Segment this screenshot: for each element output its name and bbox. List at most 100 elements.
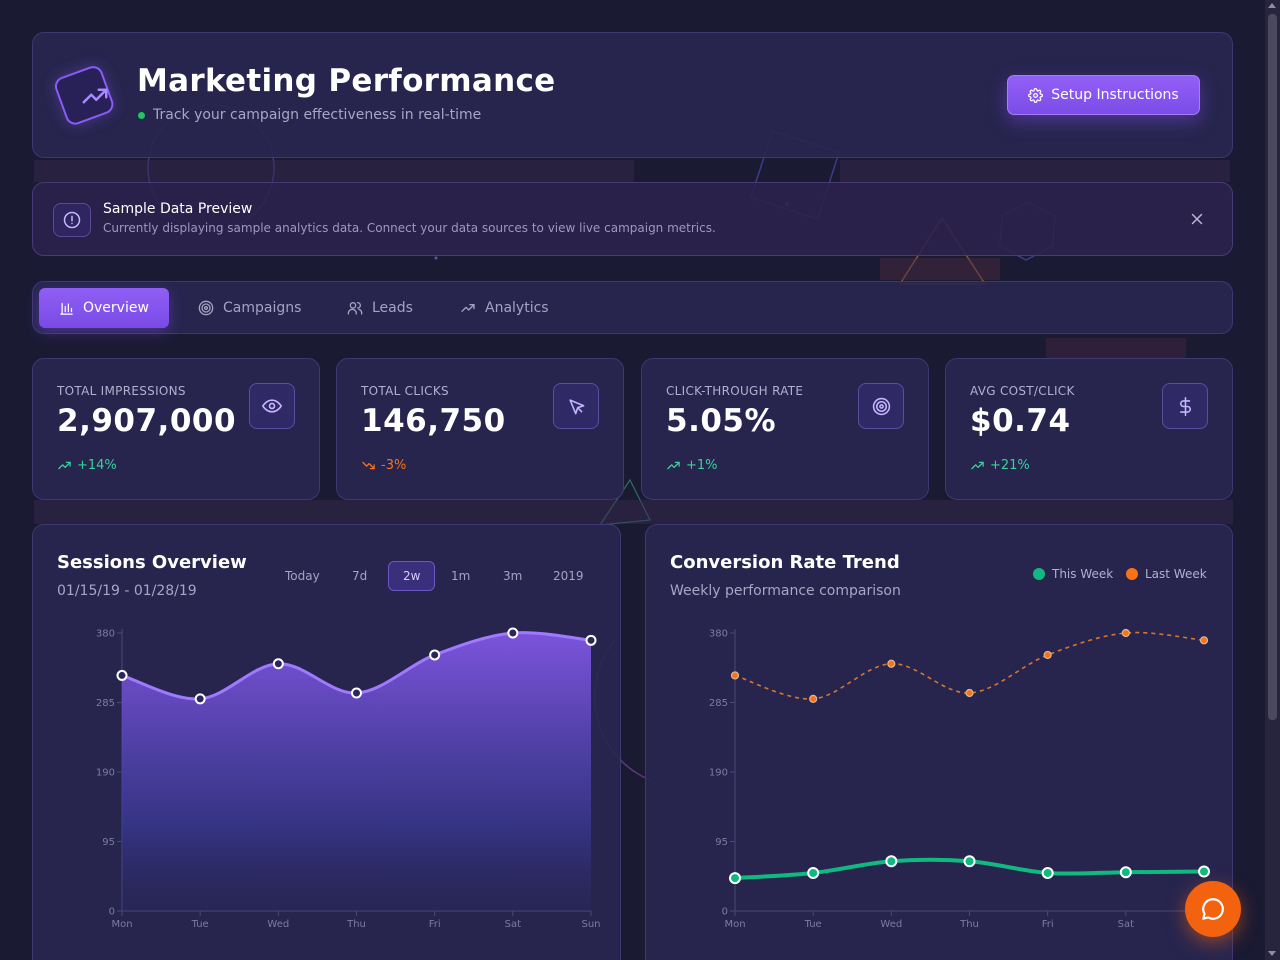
- trending-up-icon: [82, 88, 108, 104]
- bar-chart-icon: [60, 302, 73, 315]
- date-range: 01/15/19 - 01/28/19: [57, 583, 197, 599]
- setup-instructions-button[interactable]: Setup Instructions: [1007, 75, 1200, 115]
- range-3m-button[interactable]: 3m: [503, 569, 523, 583]
- last-week-data-point: [1199, 636, 1209, 645]
- stat-label: AVG COST/CLICK: [970, 384, 1075, 398]
- sample-data-notice: Sample Data Preview Currently displaying…: [32, 182, 1233, 256]
- stat-value: 5.05%: [666, 403, 777, 439]
- conversion-y-tick-label: 0: [722, 907, 728, 918]
- alert-circle-icon: [63, 211, 81, 229]
- stat-label: TOTAL IMPRESSIONS: [57, 384, 186, 398]
- sessions-chart: 0 95 190 285 380 Mon Tue Wed Thu Fri Sat Sun: [96, 627, 601, 930]
- stat-value: $0.74: [970, 403, 1071, 439]
- eye-icon: [262, 399, 282, 413]
- sessions-y-tick-label: 0: [109, 907, 115, 918]
- last-week-data-point: [1121, 628, 1130, 638]
- tab-leads[interactable]: Leads: [327, 288, 433, 328]
- chart-subtitle: Weekly performance comparison: [670, 583, 901, 599]
- sessions-y-tick-label: 190: [96, 768, 115, 779]
- stat-delta-value: +21%: [990, 458, 1030, 473]
- notice-text: Currently displaying sample analytics da…: [103, 221, 716, 235]
- tab-analytics-label: Analytics: [485, 300, 549, 316]
- conversion-x-tick-label: Wed: [880, 919, 902, 930]
- range-7d-button[interactable]: 7d: [352, 569, 368, 583]
- stat-delta: -3%: [361, 458, 406, 473]
- sessions-data-point: [272, 658, 284, 670]
- tab-analytics[interactable]: Analytics: [440, 288, 569, 328]
- stat-value: 146,750: [361, 403, 506, 439]
- conversion-trend-card: Conversion Rate Trend Weekly performance…: [645, 524, 1233, 960]
- tab-campaigns[interactable]: Campaigns: [178, 288, 321, 328]
- page-title: Marketing Performance: [137, 63, 556, 99]
- range-1m-button[interactable]: 1m: [451, 569, 471, 583]
- cursor-icon: [568, 398, 584, 414]
- sessions-x-tick-label: Wed: [267, 919, 289, 930]
- conversion-x-tick-label: Thu: [959, 919, 979, 930]
- conversion-x-tick-label: Fri: [1042, 919, 1054, 930]
- stat-value: 2,907,000: [57, 403, 237, 439]
- stat-label: TOTAL CLICKS: [361, 384, 449, 398]
- scroll-up-arrow[interactable]: [1268, 3, 1276, 8]
- sessions-y-tick-label: 380: [96, 629, 115, 640]
- stat-icon-box: [1162, 383, 1208, 429]
- sessions-data-point: [429, 649, 441, 661]
- page-scrollbar[interactable]: [1265, 0, 1280, 960]
- stat-card-ctr: CLICK-THROUGH RATE 5.05% +1%: [641, 358, 929, 500]
- this-week-data-point: [1041, 866, 1054, 879]
- sessions-x-tick-label: Fri: [429, 919, 441, 930]
- sessions-x-tick-label: Sat: [505, 919, 521, 930]
- chart-title: Conversion Rate Trend: [670, 552, 900, 573]
- target-icon: [198, 300, 214, 316]
- page-subtitle: Track your campaign effectiveness in rea…: [153, 107, 482, 123]
- gear-icon: [1028, 87, 1044, 103]
- tab-overview-label: Overview: [83, 300, 149, 316]
- this-week-data-point: [885, 855, 898, 868]
- stat-delta-value: +14%: [77, 458, 117, 473]
- sessions-data-point: [585, 634, 597, 646]
- trending-down-icon: [362, 461, 375, 470]
- tab-campaigns-label: Campaigns: [223, 300, 302, 316]
- tab-overview[interactable]: Overview: [39, 288, 169, 328]
- scrollbar-thumb[interactable]: [1268, 14, 1277, 720]
- conversion-x-tick-label: Mon: [724, 919, 745, 930]
- this-week-data-point: [729, 872, 741, 885]
- notice-title: Sample Data Preview: [103, 201, 253, 217]
- sessions-area: [122, 632, 591, 911]
- sessions-y-tick-label: 285: [96, 698, 115, 709]
- this-week-data-point: [1119, 866, 1132, 879]
- scroll-down-arrow[interactable]: [1268, 951, 1276, 956]
- legend-label: This Week: [1052, 567, 1114, 581]
- chat-bubble-icon: [1202, 898, 1224, 920]
- range-2019-button[interactable]: 2019: [553, 569, 584, 583]
- sessions-data-point: [351, 687, 362, 699]
- sessions-x-tick-label: Sun: [581, 919, 600, 930]
- range-2w-button[interactable]: 2w: [388, 561, 436, 591]
- last-week-data-point: [730, 671, 740, 680]
- tab-leads-label: Leads: [372, 300, 413, 316]
- last-week-data-point: [887, 659, 896, 668]
- stat-delta: +14%: [57, 458, 117, 473]
- chart-title: Sessions Overview: [57, 552, 247, 573]
- stat-card-clicks: TOTAL CLICKS 146,750 -3%: [336, 358, 624, 500]
- live-status-dot: [138, 112, 145, 119]
- this-week-data-point: [963, 855, 976, 868]
- range-today-button[interactable]: Today: [285, 569, 320, 583]
- stat-card-impressions: TOTAL IMPRESSIONS 2,907,000 +14%: [32, 358, 320, 500]
- conversion-y-tick-label: 380: [709, 629, 728, 640]
- setup-instructions-label: Setup Instructions: [1051, 87, 1179, 103]
- trending-up-icon: [971, 461, 984, 470]
- header: Marketing Performance Track your campaig…: [32, 32, 1233, 158]
- sessions-x-tick-label: Mon: [111, 919, 132, 930]
- legend-dot: [1033, 568, 1045, 580]
- chat-button[interactable]: [1185, 881, 1241, 937]
- legend-label: Last Week: [1145, 567, 1207, 581]
- stat-label: CLICK-THROUGH RATE: [666, 384, 804, 398]
- tab-bar: Overview Campaigns Leads Analytics: [32, 281, 1233, 334]
- sessions-data-point: [194, 693, 206, 705]
- sessions-data-point: [116, 669, 128, 681]
- close-icon[interactable]: [1188, 210, 1206, 228]
- last-week-data-point: [965, 688, 974, 698]
- trending-up-icon: [461, 304, 475, 312]
- this-week-data-point: [807, 866, 820, 879]
